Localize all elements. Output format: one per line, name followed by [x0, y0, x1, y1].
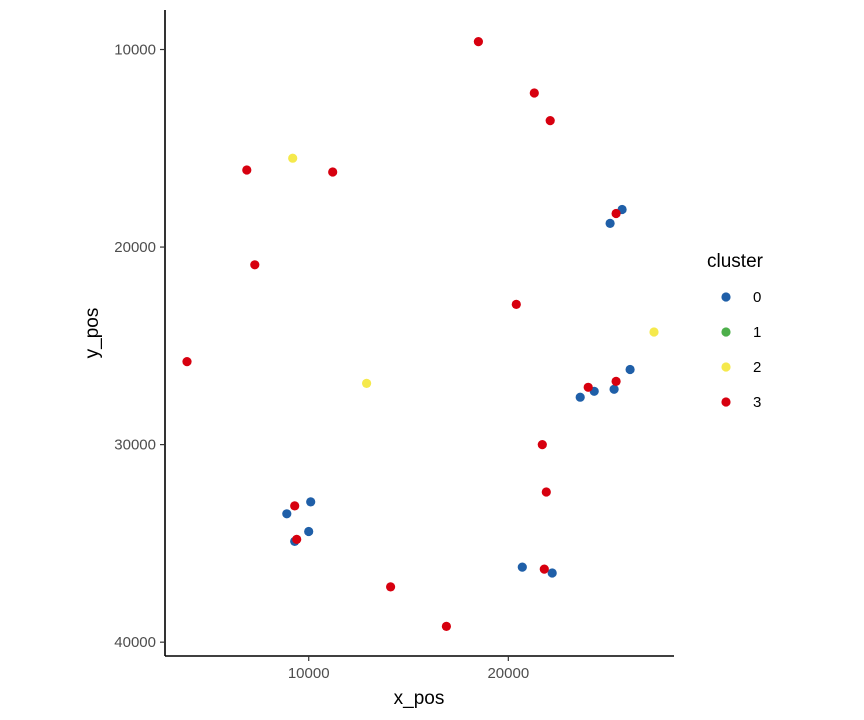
legend-title: cluster: [707, 251, 764, 272]
point-cluster-3-4: [328, 167, 338, 177]
point-cluster-0-5: [575, 392, 585, 402]
point-cluster-2-1: [649, 327, 659, 337]
point-cluster-3-12: [541, 487, 551, 497]
legend-label-0: 0: [753, 289, 761, 306]
point-cluster-0-2: [625, 364, 635, 375]
point-cluster-0-7: [282, 509, 292, 519]
point-cluster-0-3: [609, 384, 619, 394]
points-layer: [182, 37, 659, 632]
x-axis-title: x_pos: [394, 688, 445, 709]
point-cluster-3-15: [539, 564, 549, 574]
point-cluster-3-0: [473, 37, 483, 47]
legend-key-0: [721, 292, 731, 302]
point-cluster-2-2: [362, 378, 372, 388]
point-cluster-3-8: [182, 357, 192, 367]
point-cluster-3-1: [529, 88, 539, 98]
point-cluster-3-10: [611, 376, 621, 386]
point-cluster-0-1: [605, 218, 615, 228]
point-cluster-3-13: [290, 501, 300, 511]
x-tick-label: 20000: [487, 665, 529, 682]
point-cluster-3-5: [611, 208, 621, 219]
legend: 0 1 2 3: [721, 289, 761, 411]
legend-key-3: [721, 397, 731, 407]
legend-key-1: [721, 327, 731, 337]
legend-key-2: [721, 362, 731, 372]
point-cluster-3-11: [537, 440, 547, 450]
x-tick-label: 10000: [288, 665, 330, 682]
point-cluster-3-7: [511, 299, 521, 309]
point-cluster-0-8: [304, 526, 314, 537]
y-tick-label: 40000: [114, 634, 156, 651]
ticks-layer: 10000 20000 10000 20000 30000 40000: [114, 42, 529, 682]
point-cluster-3-14: [292, 534, 302, 545]
point-cluster-3-9: [583, 382, 593, 392]
point-cluster-3-2: [545, 116, 555, 126]
y-tick-label: 10000: [114, 42, 156, 59]
point-cluster-3-3: [242, 165, 252, 175]
point-cluster-2-0: [288, 153, 298, 163]
point-cluster-0-10: [517, 562, 527, 572]
point-cluster-3-6: [250, 260, 260, 270]
point-cluster-3-17: [441, 621, 451, 632]
y-tick-label: 30000: [114, 437, 156, 454]
y-tick-label: 20000: [114, 239, 156, 256]
legend-label-3: 3: [753, 394, 761, 411]
legend-label-2: 2: [753, 359, 761, 376]
point-cluster-0-6: [306, 497, 316, 507]
y-axis-title: y_pos: [82, 308, 103, 359]
legend-label-1: 1: [753, 324, 761, 341]
point-cluster-3-16: [386, 582, 396, 592]
point-cluster-0-11: [547, 568, 557, 578]
